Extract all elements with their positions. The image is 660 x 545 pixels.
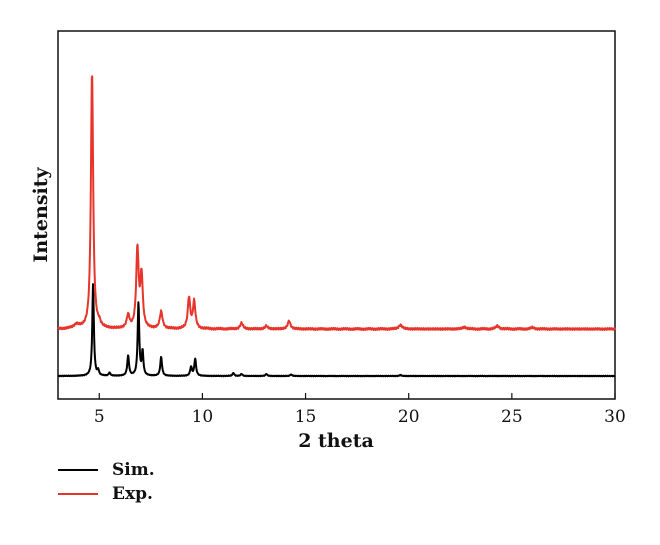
series-layer xyxy=(57,75,616,378)
x-tick-label-15: 15 xyxy=(295,407,317,427)
legend: Sim. Exp. xyxy=(58,458,155,506)
x-tick-label-25: 25 xyxy=(501,407,523,427)
x-tick-label-5: 5 xyxy=(94,407,105,427)
legend-swatch-exp xyxy=(58,493,98,495)
legend-swatch-sim xyxy=(58,469,98,471)
legend-label-sim: Sim. xyxy=(112,460,155,480)
series-line-sim xyxy=(57,283,616,378)
legend-item-sim: Sim. xyxy=(58,458,155,482)
x-tick-label-30: 30 xyxy=(604,407,626,427)
legend-label-exp: Exp. xyxy=(112,484,153,504)
plot-frame xyxy=(57,30,616,400)
legend-item-exp: Exp. xyxy=(58,482,155,506)
x-tick-label-20: 20 xyxy=(398,407,420,427)
x-axis-title: 2 theta xyxy=(298,430,374,452)
y-axis-title: Intensity xyxy=(30,166,52,262)
series-line-exp xyxy=(57,75,616,332)
x-tick-label-10: 10 xyxy=(192,407,214,427)
x-axis-ticks: 5 10 15 20 25 30 xyxy=(94,393,626,427)
